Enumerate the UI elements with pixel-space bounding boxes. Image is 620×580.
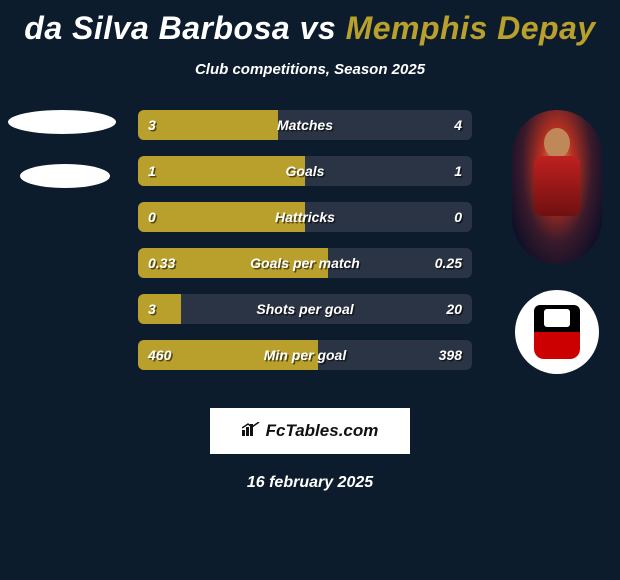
comparison-chart: 3 Matches 4 1 Goals 1 0 Hattricks 0 0.33 Goals per… bbox=[0, 110, 620, 390]
bar-label: Matches bbox=[277, 117, 333, 133]
player1-ellipse-2 bbox=[20, 164, 110, 188]
vs-text: vs bbox=[300, 10, 337, 46]
bar-label: Min per goal bbox=[264, 347, 346, 363]
bar-right-value: 4 bbox=[454, 117, 462, 133]
bar-left-value: 3 bbox=[148, 301, 156, 317]
bar-row: 3 Matches 4 bbox=[138, 110, 472, 140]
bar-label: Goals bbox=[286, 163, 325, 179]
bar-label: Hattricks bbox=[275, 209, 335, 225]
bar-right-value: 398 bbox=[439, 347, 462, 363]
player1-name: da Silva Barbosa bbox=[24, 10, 290, 46]
player1-avatar-area bbox=[8, 110, 118, 218]
bar-left-value: 0 bbox=[148, 209, 156, 225]
bar-row: 3 Shots per goal 20 bbox=[138, 294, 472, 324]
bar-row: 0.33 Goals per match 0.25 bbox=[138, 248, 472, 278]
bar-right-value: 20 bbox=[446, 301, 462, 317]
bar-left-value: 1 bbox=[148, 163, 156, 179]
bar-row: 0 Hattricks 0 bbox=[138, 202, 472, 232]
bar-right-value: 1 bbox=[454, 163, 462, 179]
player2-photo bbox=[512, 110, 602, 264]
player2-avatar-area bbox=[502, 110, 612, 374]
bar-left-value: 3 bbox=[148, 117, 156, 133]
bar-list: 3 Matches 4 1 Goals 1 0 Hattricks 0 0.33 Goals per… bbox=[138, 110, 472, 386]
bar-left-value: 460 bbox=[148, 347, 171, 363]
player2-club-crest bbox=[515, 290, 599, 374]
bar-left-value: 0.33 bbox=[148, 255, 175, 271]
bar-right-value: 0 bbox=[454, 209, 462, 225]
bar-label: Goals per match bbox=[250, 255, 360, 271]
page-title: da Silva Barbosa vs Memphis Depay bbox=[0, 0, 620, 47]
bar-left-fill bbox=[138, 294, 181, 324]
bar-row: 460 Min per goal 398 bbox=[138, 340, 472, 370]
logo-text: FcTables.com bbox=[266, 421, 379, 441]
player1-ellipse-1 bbox=[8, 110, 116, 134]
subtitle: Club competitions, Season 2025 bbox=[0, 61, 620, 78]
bar-left-fill bbox=[138, 110, 278, 140]
player2-name: Memphis Depay bbox=[346, 10, 596, 46]
crest-shield-icon bbox=[534, 305, 580, 359]
bar-row: 1 Goals 1 bbox=[138, 156, 472, 186]
source-logo: FcTables.com bbox=[210, 408, 410, 454]
bar-right-value: 0.25 bbox=[435, 255, 462, 271]
bar-label: Shots per goal bbox=[256, 301, 353, 317]
date-text: 16 february 2025 bbox=[0, 474, 620, 492]
chart-icon bbox=[242, 421, 260, 441]
bar-left-fill bbox=[138, 156, 305, 186]
